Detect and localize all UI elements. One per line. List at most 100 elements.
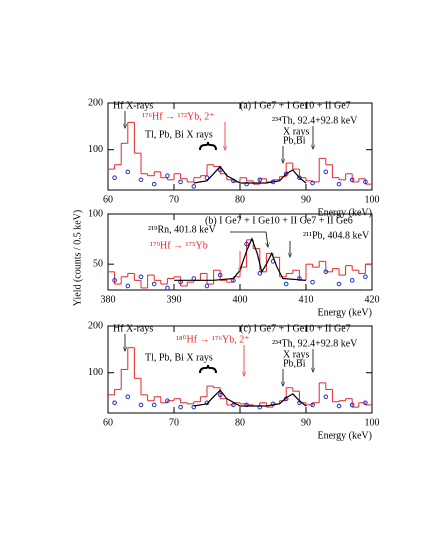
data-point — [204, 283, 210, 289]
data-point — [138, 274, 144, 280]
data-point — [217, 392, 223, 398]
data-point — [151, 281, 157, 287]
annotation: ²¹⁹Rn, 401.8 keV — [148, 224, 217, 235]
data-point — [191, 184, 197, 189]
x-tick-label: 80 — [235, 194, 245, 205]
annotation: Hf X-rays — [113, 323, 153, 334]
x-tick-label: 90 — [301, 417, 311, 428]
data-point — [336, 403, 342, 409]
data-point — [363, 400, 368, 406]
data-point — [323, 394, 329, 400]
data-point — [336, 181, 342, 187]
annotation: Pb,Bi — [283, 358, 306, 369]
x-tick-label: 100 — [365, 194, 380, 205]
annotation: (c) I Ge7 + I Ge10 + II Ge7 — [240, 323, 351, 334]
x-tick-label: 400 — [233, 294, 248, 305]
data-point — [151, 181, 157, 187]
data-point — [151, 402, 157, 408]
y-axis-label: Yield (counts / 0.5 keV) — [72, 210, 83, 306]
x-tick-label: 410 — [299, 294, 314, 305]
x-tick-label: 420 — [365, 294, 380, 305]
y-tick-label: 200 — [88, 320, 103, 331]
data-point — [323, 269, 329, 275]
x-axis-label: Energy (keV) — [317, 430, 372, 441]
annotation: X rays — [283, 126, 309, 137]
data-point — [125, 169, 131, 175]
annotation: ¹⁸⁰Hf → ¹⁷⁶Yb, 2⁺ — [176, 334, 250, 345]
data-point — [310, 402, 315, 408]
data-point — [283, 281, 289, 287]
annotation: Pb,Bi — [283, 135, 306, 146]
y-tick-label: 200 — [88, 97, 103, 108]
data-point — [244, 402, 249, 408]
annotation: (b) I Ge7 + I Ge10 + II Ge7 + II Ge6 — [205, 215, 353, 226]
data-point — [257, 404, 263, 410]
x-tick-label: 60 — [103, 417, 113, 428]
data-point — [323, 169, 329, 175]
annotation: ²³⁴Th, 92.4+92.8 keV — [272, 115, 358, 126]
x-tick-label: 100 — [365, 417, 380, 428]
annotation: ¹⁷⁶Hf → ¹⁷²Yb, 2⁺ — [142, 111, 215, 122]
data-point — [310, 180, 315, 186]
data-point — [257, 271, 263, 276]
data-point — [138, 177, 144, 183]
data-point — [178, 404, 183, 410]
data-point — [349, 177, 355, 183]
fit-curve — [174, 237, 307, 281]
data-point — [244, 241, 249, 247]
x-tick-label: 60 — [103, 194, 113, 205]
data-point — [125, 394, 131, 400]
annotation: ²¹¹Pb, 404.8 keV — [303, 230, 370, 241]
y-tick-label: 100 — [88, 367, 103, 378]
data-point — [244, 181, 249, 187]
data-point — [112, 400, 117, 406]
y-tick-label: 50 — [93, 258, 103, 269]
brace — [199, 364, 217, 374]
data-point — [336, 281, 342, 287]
data-point — [231, 402, 236, 408]
fit-curve — [193, 165, 307, 184]
data-point — [191, 404, 197, 410]
annotation: (a) I Ge7 + I Ge10 + II Ge7 — [240, 100, 351, 111]
data-point — [204, 175, 210, 181]
data-point — [217, 272, 223, 278]
annotation: Tl, Pb, Bi X rays — [145, 352, 213, 363]
annotation: ¹⁷⁹Hf → ¹⁷⁵Yb — [150, 240, 208, 251]
data-point — [283, 171, 289, 177]
data-point — [363, 179, 368, 185]
annotation: X rays — [283, 349, 309, 360]
x-tick-label: 380 — [101, 294, 116, 305]
data-point — [138, 402, 144, 408]
data-point — [178, 179, 183, 185]
brace — [199, 141, 217, 151]
y-tick-label: 100 — [88, 144, 103, 155]
data-point — [165, 398, 170, 404]
x-tick-label: 80 — [235, 417, 245, 428]
x-tick-label: 90 — [301, 194, 311, 205]
data-point — [112, 278, 117, 283]
x-axis-label: Energy (keV) — [317, 307, 372, 318]
data-point — [204, 400, 210, 406]
data-point — [363, 274, 368, 280]
data-point — [165, 173, 170, 179]
annotation: Tl, Pb, Bi X rays — [145, 129, 213, 140]
y-tick-label: 100 — [88, 208, 103, 219]
x-tick-label: 70 — [169, 417, 179, 428]
data-point — [125, 283, 131, 289]
data-point — [112, 175, 117, 181]
x-tick-label: 70 — [169, 194, 179, 205]
fit-curve — [193, 389, 307, 407]
data-point — [310, 279, 315, 285]
data-point — [165, 285, 170, 291]
x-tick-label: 390 — [167, 294, 182, 305]
x-axis-label: Energy (keV) — [317, 207, 372, 218]
data-point — [349, 278, 355, 283]
data-point — [270, 401, 276, 407]
pointer — [230, 231, 268, 247]
data-point — [257, 177, 263, 183]
annotation: ²³⁴Th, 92.4+92.8 keV — [272, 338, 358, 349]
data-point — [349, 402, 355, 408]
data-point — [297, 175, 302, 181]
annotation: Hf X-rays — [113, 100, 153, 111]
